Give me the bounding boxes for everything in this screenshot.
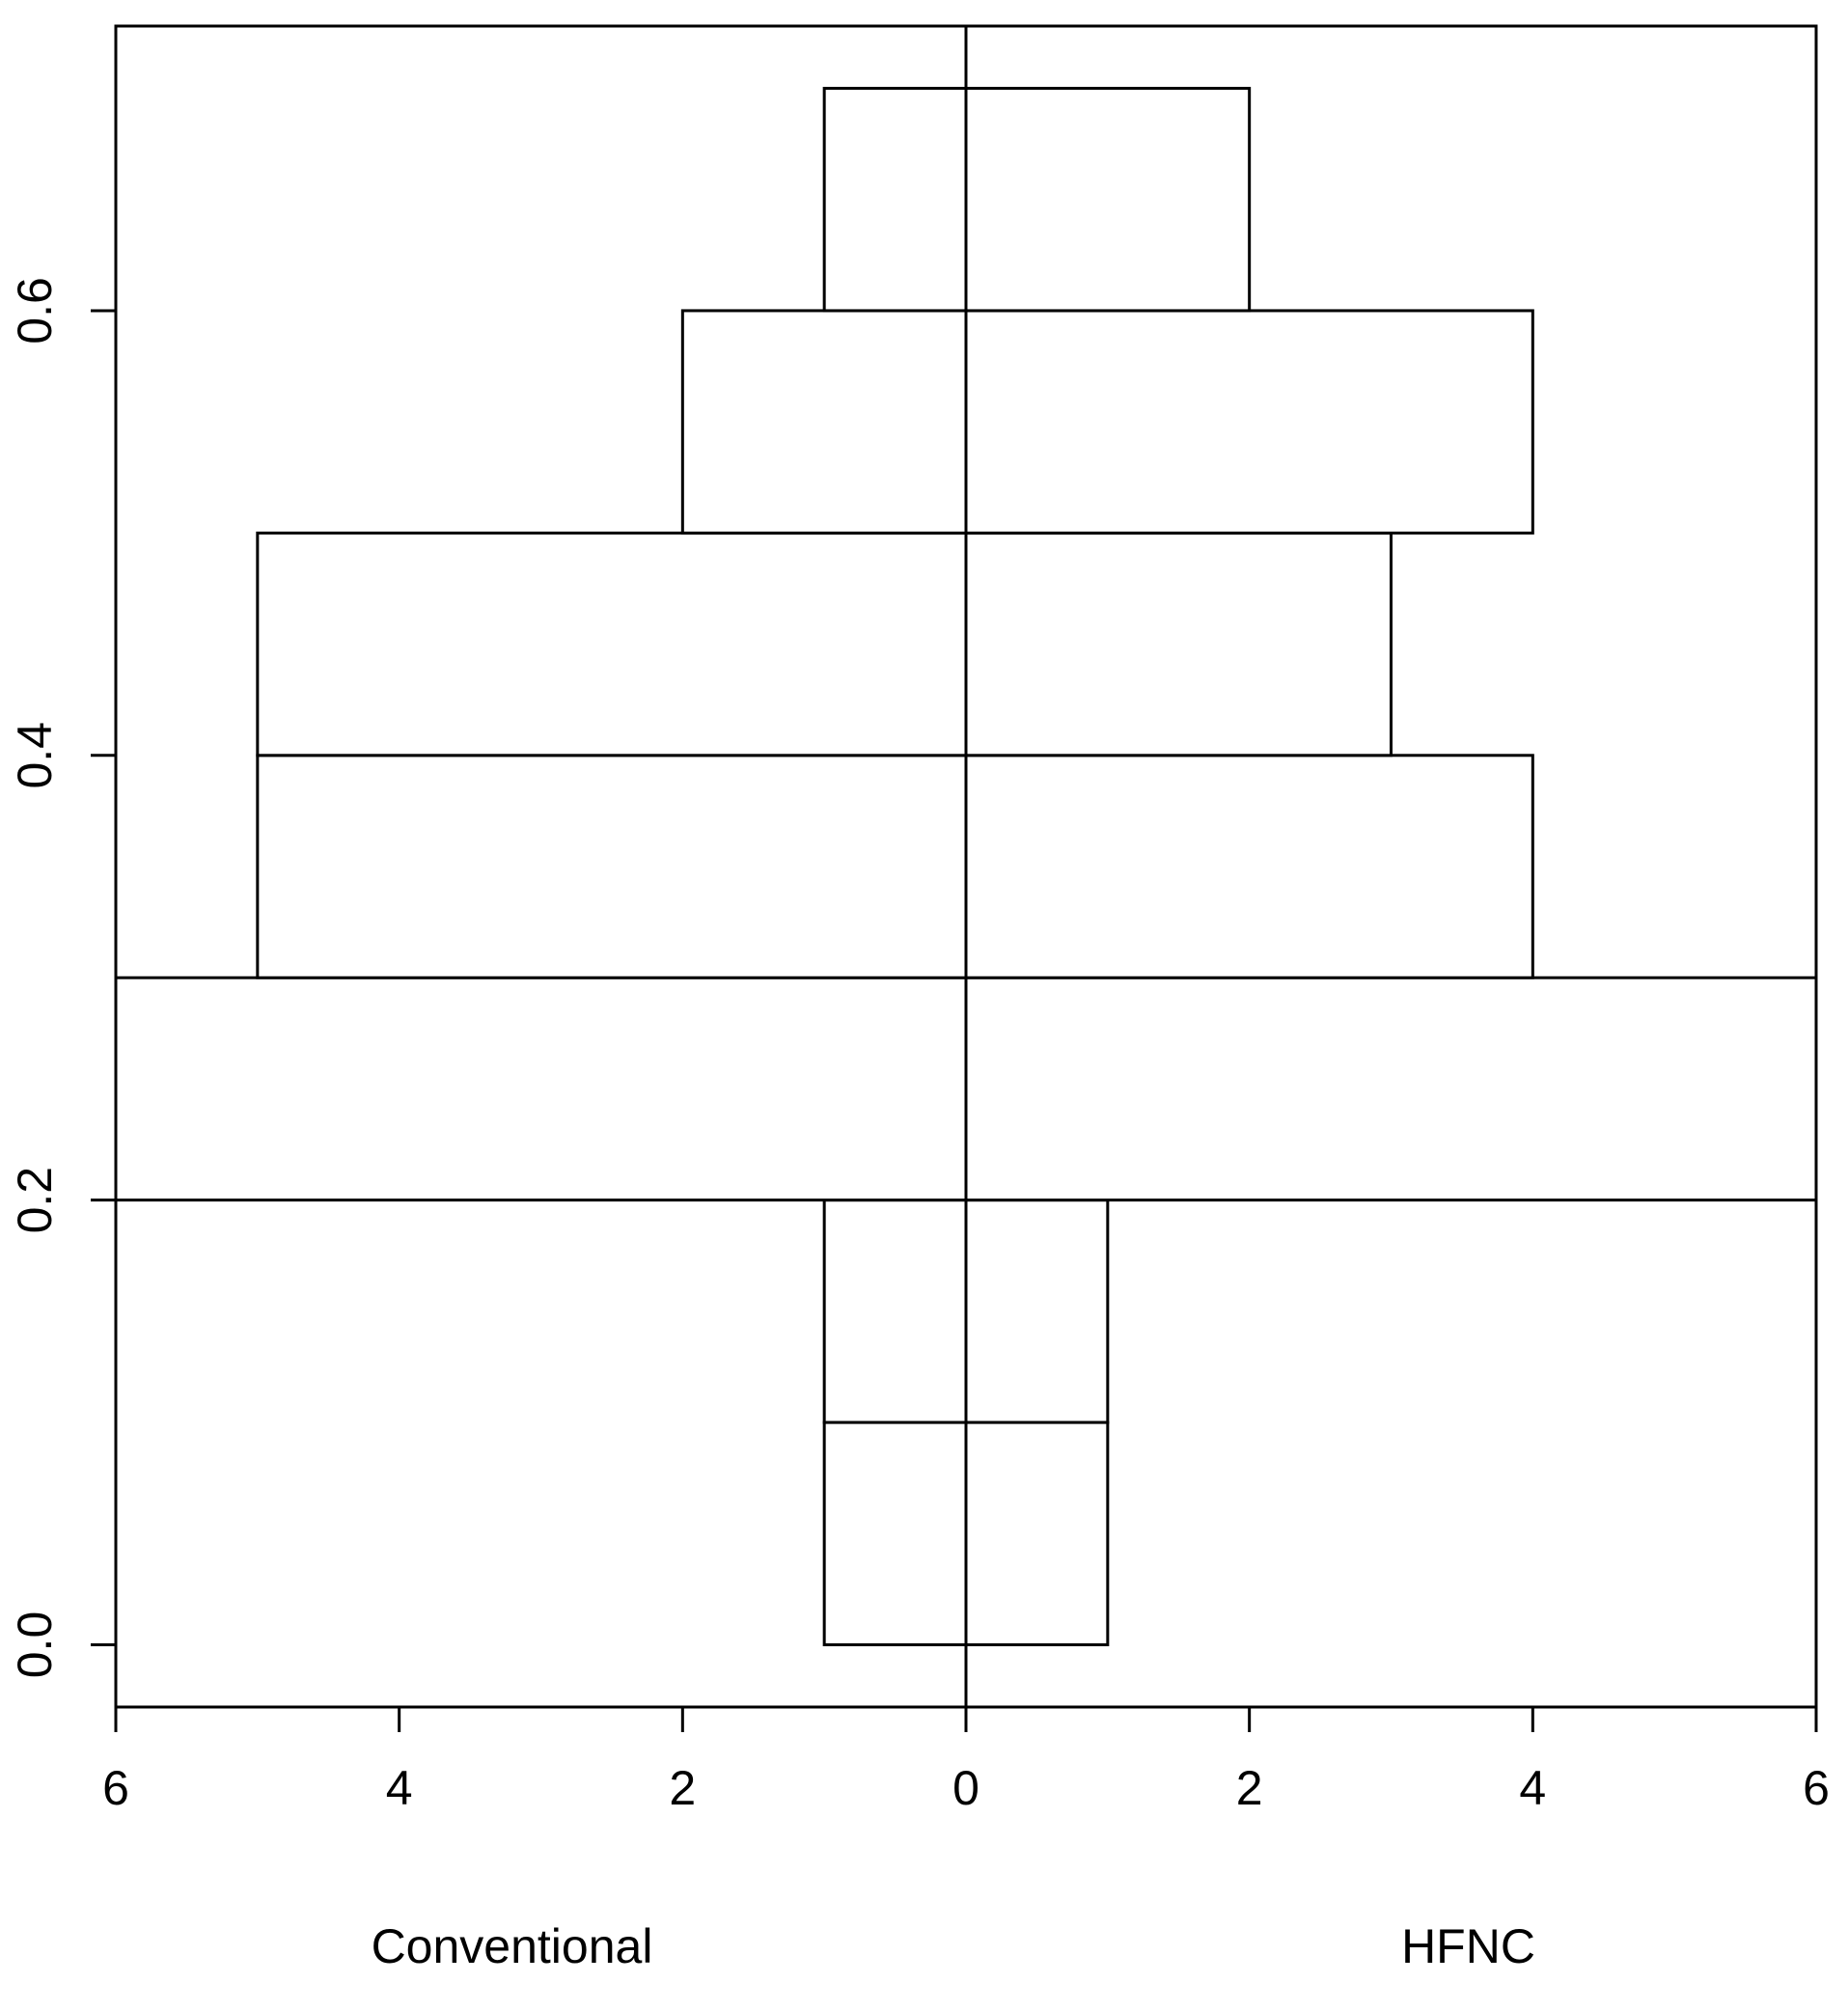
axis-label: HFNC [1401, 1919, 1535, 1973]
y-tick-label: 0.6 [8, 277, 62, 344]
bar [256, 531, 968, 758]
x-tick-label: 0 [952, 1761, 979, 1815]
bar [114, 976, 968, 1202]
bar [680, 309, 968, 535]
bar [822, 1198, 968, 1424]
x-tick-label: 6 [1803, 1761, 1830, 1815]
bar [964, 309, 1534, 535]
x-tick-label: 4 [1519, 1761, 1546, 1815]
y-tick-label: 0.0 [8, 1612, 62, 1679]
bar [256, 754, 968, 979]
bar [964, 754, 1534, 979]
bar [964, 531, 1393, 758]
x-tick-label: 2 [669, 1761, 696, 1815]
y-tick-label: 0.4 [8, 722, 62, 789]
x-tick-label: 6 [102, 1761, 129, 1815]
bar [964, 1198, 1110, 1424]
y-tick-label: 0.2 [8, 1167, 62, 1234]
x-tick-label: 2 [1236, 1761, 1263, 1815]
bar [964, 1420, 1110, 1646]
axis-label: Conventional [372, 1919, 653, 1973]
x-tick-label: 4 [386, 1761, 413, 1815]
bar [964, 976, 1818, 1202]
bar [822, 1420, 968, 1646]
bar [822, 87, 968, 313]
bar [964, 87, 1252, 313]
